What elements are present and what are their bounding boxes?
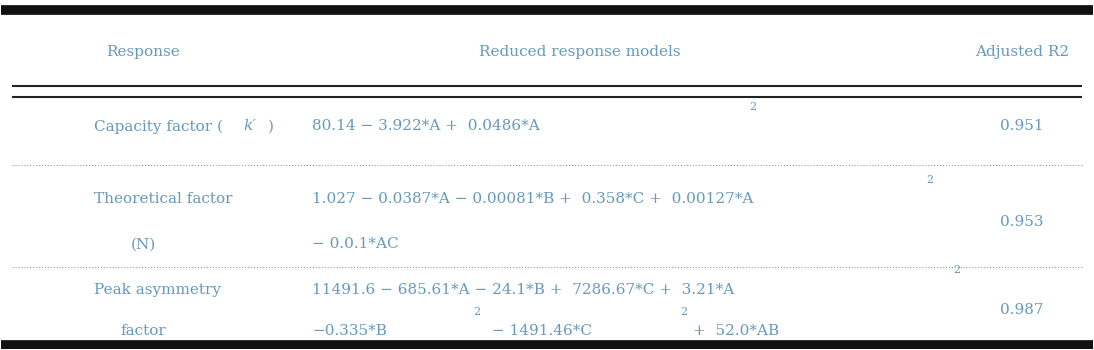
Text: 1.027 − 0.0387*A − 0.00081*B +  0.358*C +  0.00127*A: 1.027 − 0.0387*A − 0.00081*B + 0.358*C +… (313, 192, 754, 206)
Text: Capacity factor (: Capacity factor ( (94, 119, 223, 134)
Text: Theoretical factor: Theoretical factor (94, 192, 233, 206)
Text: 2: 2 (927, 175, 934, 185)
Text: 2: 2 (749, 102, 756, 112)
Text: +  52.0*AB: + 52.0*AB (694, 324, 779, 338)
Text: Adjusted R2: Adjusted R2 (975, 45, 1069, 59)
Text: − 0.0.1*AC: − 0.0.1*AC (313, 237, 399, 251)
Text: k′: k′ (244, 119, 256, 133)
Text: 2: 2 (953, 266, 961, 275)
Text: ): ) (268, 119, 274, 133)
Text: 11491.6 − 685.61*A − 24.1*B +  7286.67*C +  3.21*A: 11491.6 − 685.61*A − 24.1*B + 7286.67*C … (313, 282, 735, 296)
Text: 0.987: 0.987 (1000, 303, 1044, 317)
Text: 2: 2 (473, 307, 480, 317)
Text: 80.14 − 3.922*A +  0.0486*A: 80.14 − 3.922*A + 0.0486*A (313, 119, 540, 133)
Text: (N): (N) (130, 237, 155, 251)
Text: 0.953: 0.953 (1000, 215, 1044, 229)
Text: 0.951: 0.951 (1000, 119, 1044, 133)
Text: Response: Response (106, 45, 181, 59)
Text: Peak asymmetry: Peak asymmetry (94, 282, 221, 296)
Text: 2: 2 (680, 307, 687, 317)
Text: Reduced response models: Reduced response models (479, 45, 680, 59)
Text: − 1491.46*C: − 1491.46*C (487, 324, 592, 338)
Text: factor: factor (120, 324, 166, 338)
Text: −0.335*B: −0.335*B (313, 324, 387, 338)
